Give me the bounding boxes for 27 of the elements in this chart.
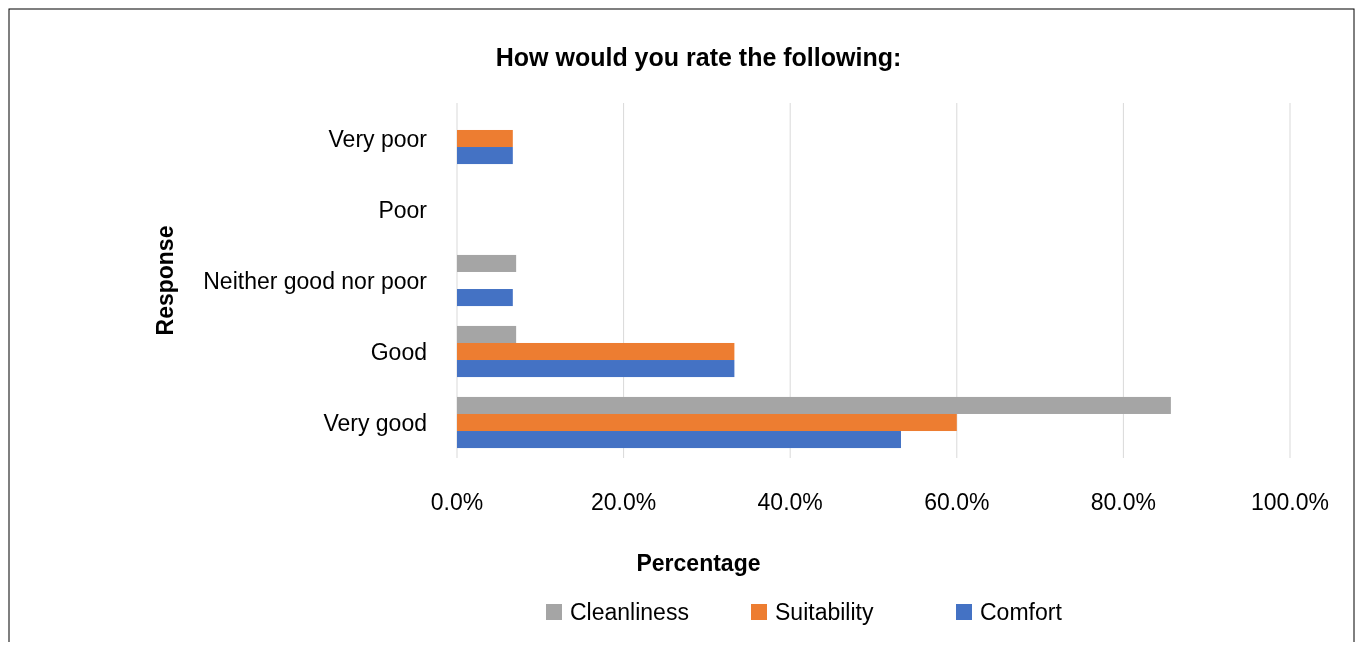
bar — [457, 325, 517, 343]
x-tick-label: 20.0% — [590, 489, 657, 515]
y-tick-label: Very good — [323, 409, 427, 436]
bar — [457, 413, 957, 432]
chart-title: How would you rate the following: — [495, 43, 902, 71]
y-axis-title: Response — [152, 225, 178, 336]
x-tick-label: 60.0% — [924, 489, 990, 515]
x-tick-label: 80.0% — [1090, 489, 1157, 515]
legend-label: Cleanliness — [570, 599, 689, 625]
bar — [457, 431, 901, 449]
y-tick-label: Poor — [378, 196, 428, 223]
y-tick-label: Good — [370, 338, 427, 365]
bar — [457, 254, 517, 272]
x-tick-label: 40.0% — [757, 489, 823, 515]
bar — [457, 289, 513, 307]
bar — [457, 129, 513, 148]
x-tick-label: 100.0% — [1250, 489, 1330, 515]
bar — [457, 396, 1171, 414]
x-axis-title: Percentage — [636, 550, 761, 576]
legend-label: Comfort — [980, 599, 1063, 625]
bar — [457, 360, 735, 378]
bar — [457, 147, 513, 165]
legend-label: Suitability — [775, 599, 874, 625]
y-tick-label: Very poor — [328, 125, 428, 152]
x-tick-label: 0.0% — [430, 489, 484, 515]
y-tick-label: Neither good nor poor — [203, 267, 428, 294]
bar — [457, 342, 735, 361]
